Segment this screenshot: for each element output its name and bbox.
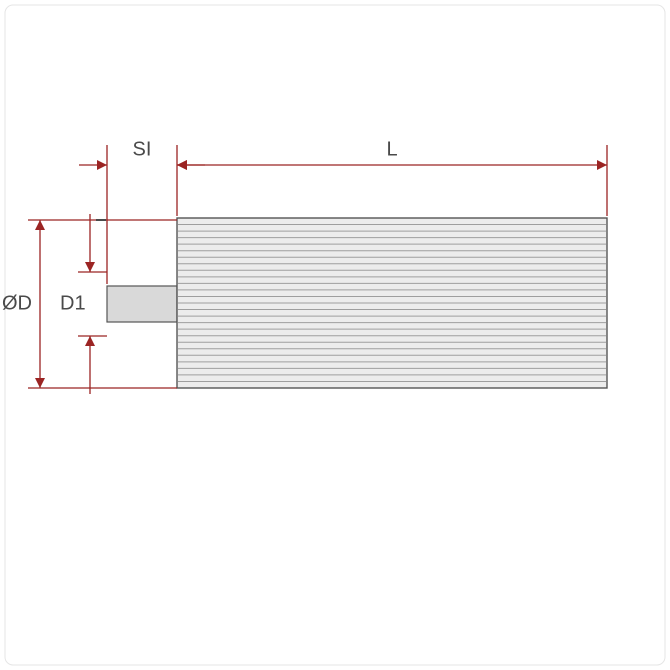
label-d1: D1 [60,292,86,314]
label-l: L [386,138,397,160]
shaft [107,286,177,322]
label-si: SI [133,138,152,160]
label-d: ØD [2,292,32,314]
